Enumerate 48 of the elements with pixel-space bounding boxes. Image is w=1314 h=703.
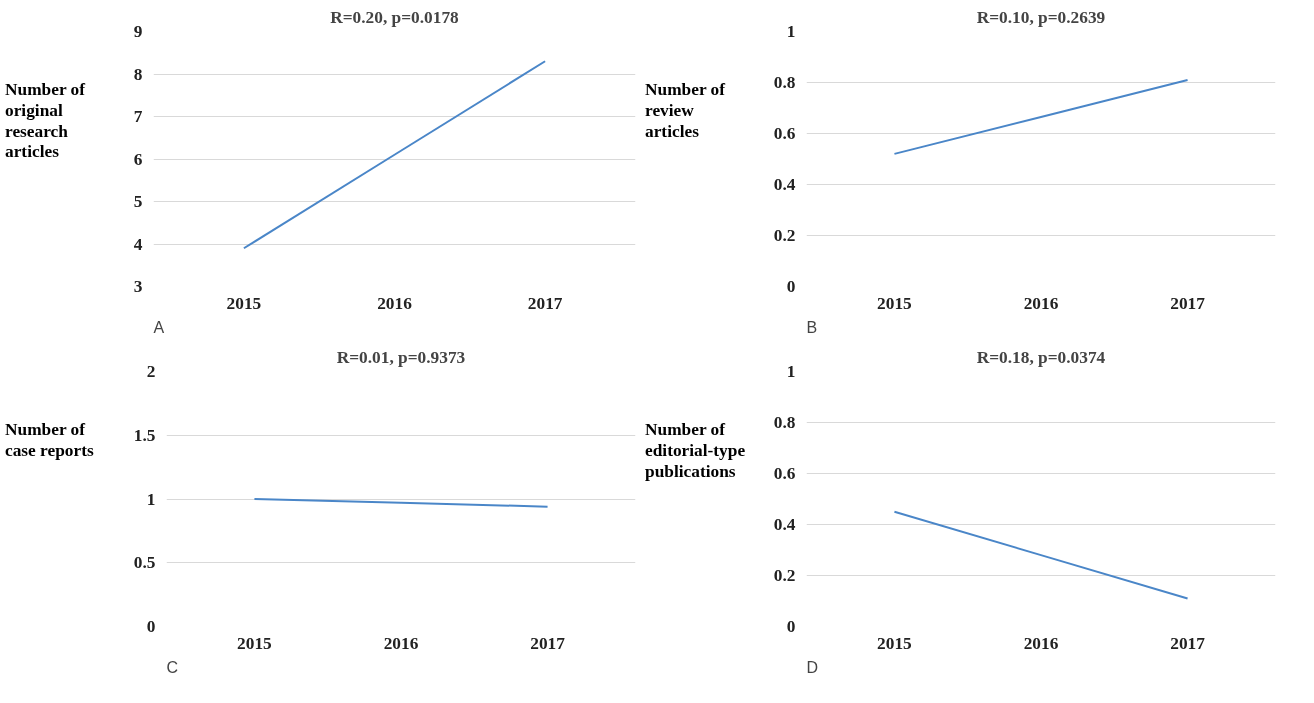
text: C	[166, 658, 179, 676]
y-tick-label: 0.8	[773, 73, 796, 92]
x-tick-label: 2016	[383, 633, 419, 653]
y-tick-label: 0.4	[773, 175, 796, 194]
x-tick-label: 2015	[877, 633, 913, 653]
text: B	[806, 318, 818, 336]
y-tick-label: 7	[133, 107, 143, 126]
x-tick-label: 2017	[1170, 293, 1206, 313]
y-tick-label: 1	[786, 362, 796, 381]
x-tick-label: 2016	[1023, 293, 1059, 313]
y-tick-label: 1	[146, 489, 156, 509]
y-axis-title: Number of editorial-type publications	[645, 420, 746, 483]
x-tick-label: 2016	[377, 293, 413, 313]
x-tick-label: 2017	[527, 293, 563, 313]
y-tick-label: 2	[146, 362, 156, 381]
chart-title: R=0.18, p=0.0374	[976, 347, 1106, 367]
x-tick-label: 2016	[1023, 633, 1059, 653]
y-axis-title: Number of review articles	[645, 80, 726, 143]
chart-title: R=0.20, p=0.0178	[330, 7, 460, 27]
y-tick-label: 0	[146, 617, 156, 636]
y-axis-title: Number of original research articles	[5, 80, 86, 164]
y-tick-label: 0	[786, 277, 796, 296]
y-tick-label: 9	[133, 22, 143, 41]
y-tick-label: 0.2	[773, 226, 796, 245]
y-tick-label: 0	[786, 617, 796, 636]
text: D	[806, 658, 819, 676]
y-tick-label: 1.5	[133, 425, 156, 445]
y-tick-label: 0.8	[773, 413, 796, 432]
y-tick-label: 6	[133, 149, 143, 169]
y-tick-label: 0.6	[773, 464, 796, 483]
chart-title: R=0.10, p=0.2639	[976, 7, 1106, 27]
y-tick-label: 0.4	[773, 515, 796, 534]
y-axis-title: Number of case reports	[5, 420, 94, 462]
y-tick-label: 0.5	[133, 553, 156, 573]
y-tick-label: 8	[133, 64, 143, 84]
x-tick-label: 2017	[1170, 633, 1206, 653]
chart-title: R=0.01, p=0.9373	[336, 347, 466, 367]
y-tick-label: 5	[133, 192, 143, 211]
y-tick-label: 3	[133, 277, 143, 296]
text: A	[153, 318, 165, 336]
x-tick-label: 2015	[237, 633, 273, 653]
y-tick-label: 1	[786, 22, 796, 41]
y-tick-label: 0.6	[773, 124, 796, 143]
x-tick-label: 2017	[530, 633, 566, 653]
y-tick-label: 4	[133, 234, 143, 254]
y-tick-label: 0.2	[773, 566, 796, 585]
x-tick-label: 2015	[226, 293, 262, 313]
x-tick-label: 2015	[877, 293, 913, 313]
